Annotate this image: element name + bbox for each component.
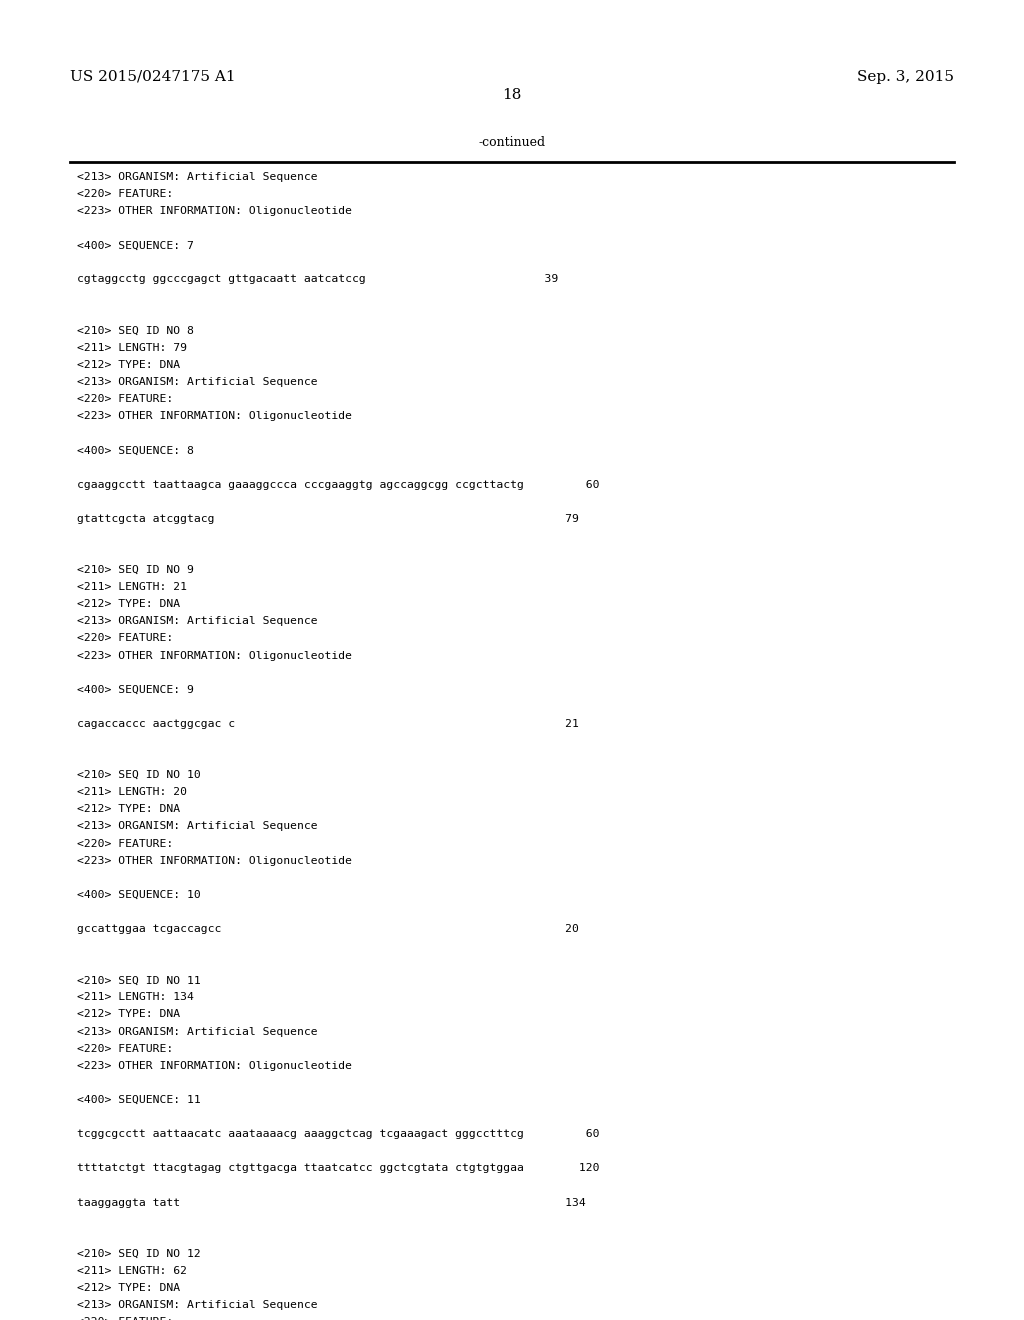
Text: ttttatctgt ttacgtagag ctgttgacga ttaatcatcc ggctcgtata ctgtgtggaa        120: ttttatctgt ttacgtagag ctgttgacga ttaatca… [77,1163,599,1173]
Text: <212> TYPE: DNA: <212> TYPE: DNA [77,599,180,610]
Text: 18: 18 [503,88,521,102]
Text: gccattggaa tcgaccagcc                                                  20: gccattggaa tcgaccagcc 20 [77,924,579,935]
Text: cgaaggcctt taattaagca gaaaggccca cccgaaggtg agccaggcgg ccgcttactg         60: cgaaggcctt taattaagca gaaaggccca cccgaag… [77,479,599,490]
Text: <220> FEATURE:: <220> FEATURE: [77,189,173,199]
Text: <213> ORGANISM: Artificial Sequence: <213> ORGANISM: Artificial Sequence [77,1027,317,1036]
Text: <213> ORGANISM: Artificial Sequence: <213> ORGANISM: Artificial Sequence [77,172,317,182]
Text: <211> LENGTH: 79: <211> LENGTH: 79 [77,343,186,352]
Text: <400> SEQUENCE: 9: <400> SEQUENCE: 9 [77,685,194,694]
Text: gtattcgcta atcggtacg                                                   79: gtattcgcta atcggtacg 79 [77,513,579,524]
Text: <211> LENGTH: 21: <211> LENGTH: 21 [77,582,186,593]
Text: <220> FEATURE:: <220> FEATURE: [77,634,173,643]
Text: <400> SEQUENCE: 10: <400> SEQUENCE: 10 [77,890,201,900]
Text: <210> SEQ ID NO 8: <210> SEQ ID NO 8 [77,326,194,335]
Text: <220> FEATURE:: <220> FEATURE: [77,395,173,404]
Text: tcggcgcctt aattaacatc aaataaaacg aaaggctcag tcgaaagact gggcctttcg         60: tcggcgcctt aattaacatc aaataaaacg aaaggct… [77,1129,599,1139]
Text: <400> SEQUENCE: 7: <400> SEQUENCE: 7 [77,240,194,251]
Text: <211> LENGTH: 20: <211> LENGTH: 20 [77,787,186,797]
Text: <223> OTHER INFORMATION: Oligonucleotide: <223> OTHER INFORMATION: Oligonucleotide [77,651,352,660]
Text: <223> OTHER INFORMATION: Oligonucleotide: <223> OTHER INFORMATION: Oligonucleotide [77,855,352,866]
Text: <210> SEQ ID NO 12: <210> SEQ ID NO 12 [77,1249,201,1259]
Text: <220> FEATURE:: <220> FEATURE: [77,1317,173,1320]
Text: <220> FEATURE:: <220> FEATURE: [77,1044,173,1053]
Text: US 2015/0247175 A1: US 2015/0247175 A1 [70,70,236,83]
Text: <212> TYPE: DNA: <212> TYPE: DNA [77,360,180,370]
Text: <212> TYPE: DNA: <212> TYPE: DNA [77,1010,180,1019]
Text: <210> SEQ ID NO 10: <210> SEQ ID NO 10 [77,770,201,780]
Text: -continued: -continued [478,136,546,149]
Text: <210> SEQ ID NO 9: <210> SEQ ID NO 9 [77,565,194,576]
Text: <223> OTHER INFORMATION: Oligonucleotide: <223> OTHER INFORMATION: Oligonucleotide [77,412,352,421]
Text: <213> ORGANISM: Artificial Sequence: <213> ORGANISM: Artificial Sequence [77,821,317,832]
Text: <211> LENGTH: 134: <211> LENGTH: 134 [77,993,194,1002]
Text: <400> SEQUENCE: 11: <400> SEQUENCE: 11 [77,1096,201,1105]
Text: <400> SEQUENCE: 8: <400> SEQUENCE: 8 [77,445,194,455]
Text: <220> FEATURE:: <220> FEATURE: [77,838,173,849]
Text: cagaccaccc aactggcgac c                                                21: cagaccaccc aactggcgac c 21 [77,719,579,729]
Text: <212> TYPE: DNA: <212> TYPE: DNA [77,804,180,814]
Text: <213> ORGANISM: Artificial Sequence: <213> ORGANISM: Artificial Sequence [77,378,317,387]
Text: Sep. 3, 2015: Sep. 3, 2015 [857,70,954,83]
Text: <223> OTHER INFORMATION: Oligonucleotide: <223> OTHER INFORMATION: Oligonucleotide [77,1061,352,1071]
Text: <213> ORGANISM: Artificial Sequence: <213> ORGANISM: Artificial Sequence [77,616,317,626]
Text: taaggaggta tatt                                                        134: taaggaggta tatt 134 [77,1197,586,1208]
Text: <210> SEQ ID NO 11: <210> SEQ ID NO 11 [77,975,201,985]
Text: <213> ORGANISM: Artificial Sequence: <213> ORGANISM: Artificial Sequence [77,1300,317,1309]
Text: <211> LENGTH: 62: <211> LENGTH: 62 [77,1266,186,1276]
Text: <212> TYPE: DNA: <212> TYPE: DNA [77,1283,180,1294]
Text: <223> OTHER INFORMATION: Oligonucleotide: <223> OTHER INFORMATION: Oligonucleotide [77,206,352,216]
Text: cgtaggcctg ggcccgagct gttgacaatt aatcatccg                          39: cgtaggcctg ggcccgagct gttgacaatt aatcatc… [77,275,558,284]
